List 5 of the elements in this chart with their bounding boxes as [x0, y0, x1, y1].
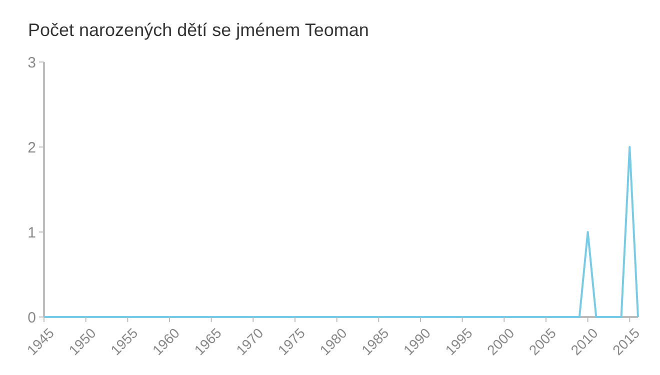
y-tick-label: 2 [28, 139, 36, 156]
y-tick-label: 1 [28, 224, 36, 242]
chart-title: Počet narozených dětí se jménem Teoman [28, 20, 369, 40]
y-tick-label: 0 [28, 309, 36, 326]
y-tick-label: 3 [28, 54, 36, 72]
